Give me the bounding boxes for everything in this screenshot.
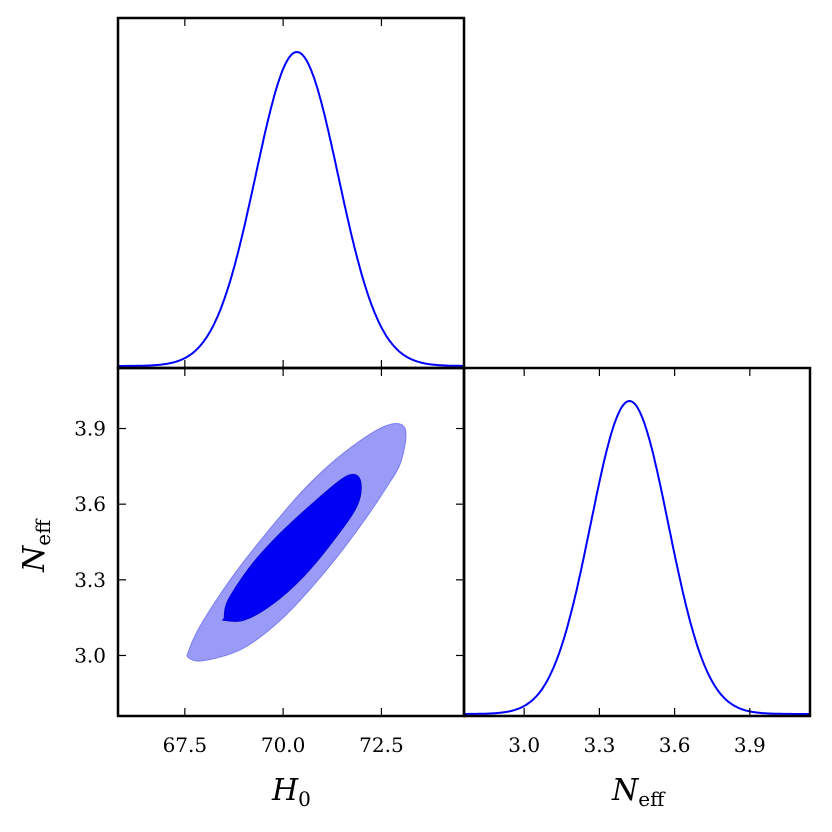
marginal-h0-ticks	[184, 18, 383, 368]
x-tick-label-neff: 3.9	[734, 733, 766, 757]
x-tick-label-h0: 70.0	[261, 733, 306, 757]
y-tick-label-neff: 3.0	[74, 643, 106, 667]
contour-68-region	[222, 473, 362, 622]
marginal-h0-curve	[118, 50, 464, 367]
x-tick-label-h0: 67.5	[163, 733, 208, 757]
marginal-neff-curve	[464, 399, 810, 715]
y-axis-label-neff: Neff	[17, 518, 55, 573]
marginal-neff-x-tick-labels: 3.0 3.3 3.6 3.9	[508, 733, 765, 757]
y-tick-label-neff: 3.3	[74, 568, 106, 592]
x-tick-label-neff: 3.3	[583, 733, 615, 757]
y-tick-label-neff: 3.6	[74, 492, 106, 516]
panel-marginal-h0-frame	[116, 16, 466, 370]
x-tick-label-h0: 72.5	[359, 733, 404, 757]
panel-marginal-neff: 3.0 3.3 3.6 3.9	[462, 366, 812, 757]
marginal-neff-ticks	[523, 368, 751, 716]
panel-marginal-h0	[116, 16, 466, 370]
y-tick-label-neff: 3.9	[74, 417, 106, 441]
panel-joint: 67.5 70.0 72.5 3.0 3.3 3.6 3.9	[74, 366, 466, 757]
joint-y-tick-labels: 3.0 3.3 3.6 3.9	[74, 417, 106, 668]
x-axis-label-h0: H0	[271, 773, 311, 811]
panel-marginal-neff-frame	[462, 366, 812, 718]
x-axis-label-neff: Neff	[611, 773, 666, 811]
joint-ticks	[118, 368, 464, 716]
joint-x-tick-labels: 67.5 70.0 72.5	[163, 733, 404, 757]
x-tick-label-neff: 3.6	[659, 733, 691, 757]
x-tick-label-neff: 3.0	[508, 733, 540, 757]
